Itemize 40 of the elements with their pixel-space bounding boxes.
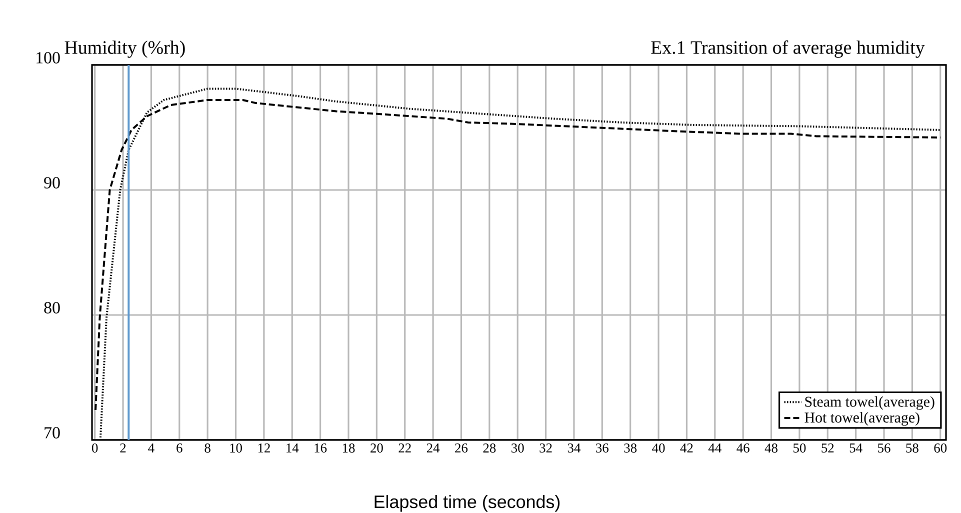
x-tick-label: 54 xyxy=(850,443,862,452)
x-tick-label: 2 xyxy=(120,444,126,452)
legend-label: Steam towel(average) xyxy=(805,396,934,410)
x-tick-label: 10 xyxy=(230,443,242,453)
x-tick-label: 46 xyxy=(736,444,750,453)
x-tick-label: 28 xyxy=(483,443,496,453)
y-tick-label: 100 xyxy=(36,52,60,64)
chart-title: Ex.1 Transition of average humidity xyxy=(651,40,925,58)
x-tick-label: 26 xyxy=(455,444,468,453)
x-tick-label: 8 xyxy=(204,443,210,453)
x-tick-label: 4 xyxy=(148,443,154,452)
x-tick-label: 52 xyxy=(822,444,834,453)
x-tick-label: 16 xyxy=(314,444,327,453)
y-axis-title: Humidity (%rh) xyxy=(64,40,185,58)
y-tick-label: 70 xyxy=(44,427,60,438)
x-tick-label: 36 xyxy=(596,444,608,453)
x-tick-label: 20 xyxy=(370,443,383,453)
x-tick-label: 58 xyxy=(906,443,918,453)
x-tick-label: 24 xyxy=(426,444,440,452)
x-tick-label: 42 xyxy=(680,444,693,452)
x-tick-label: 50 xyxy=(794,443,806,453)
x-tick-label: 14 xyxy=(286,444,299,452)
y-tick-label: 80 xyxy=(44,302,60,314)
x-tick-label: 40 xyxy=(652,443,665,453)
y-tick-label: 90 xyxy=(44,177,60,188)
x-tick-label: 34 xyxy=(568,444,580,453)
x-tick-label: 60 xyxy=(934,443,947,453)
x-tick-label: 30 xyxy=(512,443,524,453)
x-tick-label: 56 xyxy=(878,444,890,453)
x-tick-label: 18 xyxy=(342,443,355,453)
x-tick-label: 0 xyxy=(92,443,98,453)
legend-label: Hot towel(average) xyxy=(804,412,920,426)
x-tick-label: 44 xyxy=(708,443,722,452)
x-tick-label: 48 xyxy=(764,443,778,453)
x-tick-label: 32 xyxy=(540,444,552,453)
x-tick-label: 22 xyxy=(398,444,411,452)
x-tick-label: 6 xyxy=(176,444,182,453)
x-tick-label: 38 xyxy=(624,443,637,453)
x-tick-label: 12 xyxy=(258,444,270,452)
x-axis-title: Elapsed time (seconds) xyxy=(374,494,560,512)
